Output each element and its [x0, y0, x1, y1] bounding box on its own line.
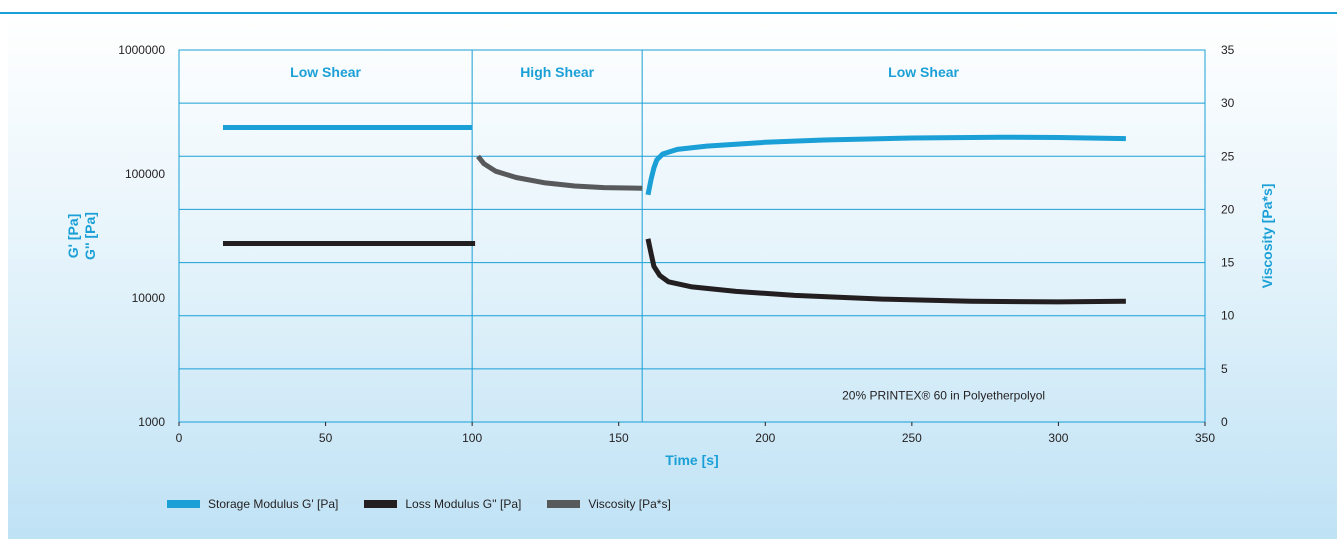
y-right-tick-label: 35 — [1221, 43, 1235, 57]
y-right-tick-label: 15 — [1221, 256, 1235, 270]
left-axis-title-g2: G'' [Pa] — [82, 212, 98, 260]
y-right-tick-label: 20 — [1221, 202, 1235, 216]
y-left-tick-label: 10000 — [132, 291, 166, 305]
y-right-tick-label: 30 — [1221, 96, 1235, 110]
legend-swatch-storage — [167, 500, 200, 508]
grid — [178, 49, 1206, 426]
x-tick-label: 0 — [176, 431, 183, 445]
x-axis-title: Time [s] — [665, 452, 718, 468]
y-left-tick-label: 1000 — [138, 415, 165, 429]
left-axis-title-g1: G' [Pa] — [65, 214, 81, 259]
series-lines — [223, 125, 1126, 305]
x-tick-label: 350 — [1195, 431, 1215, 445]
x-tick-label: 100 — [462, 431, 482, 445]
legend-item-viscosity: Viscosity [Pa*s] — [547, 497, 671, 511]
legend-swatch-viscosity — [547, 500, 581, 508]
legend-item-loss: Loss Modulus G'' [Pa] — [364, 497, 521, 511]
legend-swatch-loss — [364, 500, 398, 508]
legend-label-storage: Storage Modulus G' [Pa] — [208, 497, 339, 511]
legend: Storage Modulus G' [Pa] Loss Modulus G''… — [167, 494, 697, 514]
y-right-tick-label: 10 — [1221, 309, 1235, 323]
x-tick-label: 50 — [319, 431, 333, 445]
y-left-tick-label: 1000000 — [118, 43, 165, 57]
tick-labels: 0 50 100 150 200 250 300 3501000100001000001000… — [118, 43, 1234, 445]
y-left-tick-label: 100000 — [125, 167, 165, 181]
region-label: High Shear — [520, 64, 594, 80]
legend-item-storage: Storage Modulus G' [Pa] — [167, 497, 338, 511]
top-rule — [0, 12, 1337, 14]
legend-label-loss: Loss Modulus G'' [Pa] — [405, 497, 522, 511]
x-tick-label: 200 — [755, 431, 775, 445]
region-label: Low Shear — [290, 64, 361, 80]
x-tick-label: 300 — [1048, 431, 1068, 445]
x-tick-label: 250 — [902, 431, 922, 445]
y-right-tick-label: 5 — [1221, 362, 1228, 376]
y-right-tick-label: 25 — [1221, 149, 1235, 163]
y-right-tick-label: 0 — [1221, 415, 1228, 429]
x-tick-label: 150 — [609, 431, 629, 445]
chart-panel — [8, 14, 1337, 539]
region-label: Low Shear — [888, 64, 959, 80]
series-line-1 — [645, 238, 1126, 305]
series-line-2 — [476, 154, 643, 191]
legend-label-viscosity: Viscosity [Pa*s] — [588, 497, 671, 511]
annotation: 20% PRINTEX® 60 in Polyetherpolyol — [842, 388, 1045, 402]
plot-frame — [178, 49, 1206, 423]
region-labels: Low Shear High Shear Low Shear — [290, 64, 959, 80]
right-axis-title: Viscosity [Pa*s] — [1259, 184, 1275, 289]
series-line-0 — [645, 134, 1126, 196]
